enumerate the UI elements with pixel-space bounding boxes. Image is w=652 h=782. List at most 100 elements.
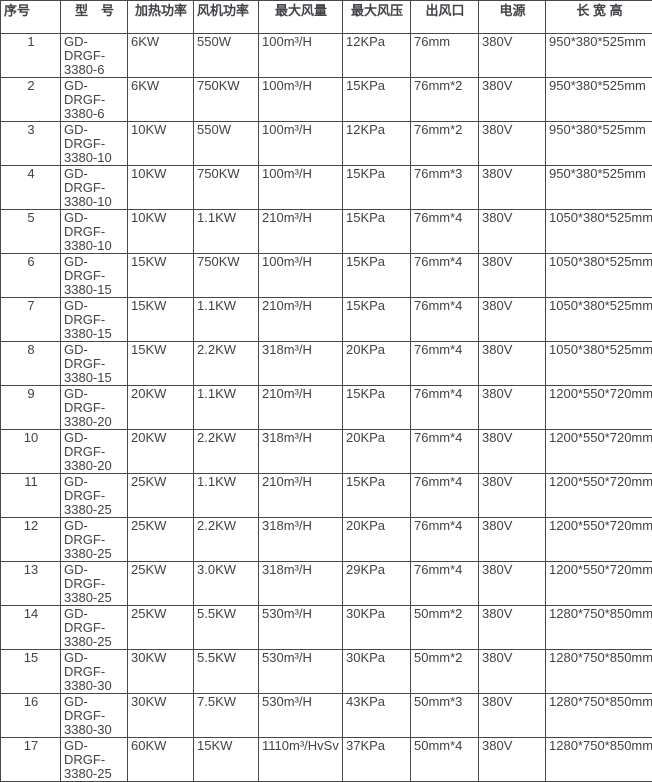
cell-model: GD-DRGF- 3380-15 xyxy=(61,254,128,298)
cell-fan_power: 550W xyxy=(194,34,259,78)
cell-model: GD-DRGF- 3380-10 xyxy=(61,122,128,166)
cell-fan_power: 2.2KW xyxy=(194,518,259,562)
cell-model: GD-DRGF- 3380-25 xyxy=(61,474,128,518)
cell-power_supply: 380V xyxy=(479,650,546,694)
column-header-max_air_pressure: 最大风压 xyxy=(343,1,411,34)
cell-no: 11 xyxy=(1,474,61,518)
cell-air_outlet: 50mm*2 xyxy=(411,650,479,694)
cell-max_air_volume: 530m³/H xyxy=(259,606,343,650)
cell-max_air_volume: 530m³/H xyxy=(259,694,343,738)
cell-dimensions: 950*380*525mm xyxy=(546,166,652,210)
cell-heating_power: 10KW xyxy=(128,210,194,254)
cell-max_air_pressure: 15KPa xyxy=(343,298,411,342)
cell-model: GD-DRGF- 3380-20 xyxy=(61,386,128,430)
cell-model: GD-DRGF- 3380-10 xyxy=(61,166,128,210)
cell-power_supply: 380V xyxy=(479,694,546,738)
cell-power_supply: 380V xyxy=(479,122,546,166)
cell-no: 16 xyxy=(1,694,61,738)
cell-fan_power: 2.2KW xyxy=(194,342,259,386)
cell-dimensions: 1050*380*525mm xyxy=(546,254,652,298)
cell-air_outlet: 76mm*4 xyxy=(411,298,479,342)
cell-model: GD-DRGF- 3380-30 xyxy=(61,694,128,738)
cell-air_outlet: 76mm*2 xyxy=(411,78,479,122)
cell-model: GD-DRGF- 3380-10 xyxy=(61,210,128,254)
cell-max_air_pressure: 20KPa xyxy=(343,342,411,386)
column-header-power_supply: 电源 xyxy=(479,1,546,34)
cell-max_air_volume: 210m³/H xyxy=(259,298,343,342)
cell-dimensions: 1280*750*850mm xyxy=(546,606,652,650)
cell-max_air_volume: 1110m³/HvSv xyxy=(259,738,343,782)
cell-heating_power: 6KW xyxy=(128,34,194,78)
cell-fan_power: 7.5KW xyxy=(194,694,259,738)
cell-fan_power: 3.0KW xyxy=(194,562,259,606)
column-header-fan_power: 风机功率 xyxy=(194,1,259,34)
cell-power_supply: 380V xyxy=(479,342,546,386)
cell-no: 9 xyxy=(1,386,61,430)
cell-no: 7 xyxy=(1,298,61,342)
cell-fan_power: 5.5KW xyxy=(194,606,259,650)
cell-max_air_volume: 100m³/H xyxy=(259,122,343,166)
cell-model: GD-DRGF- 3380-20 xyxy=(61,430,128,474)
cell-max_air_pressure: 30KPa xyxy=(343,650,411,694)
cell-max_air_volume: 318m³/H xyxy=(259,342,343,386)
cell-heating_power: 30KW xyxy=(128,694,194,738)
cell-fan_power: 1.1KW xyxy=(194,298,259,342)
cell-heating_power: 25KW xyxy=(128,474,194,518)
column-header-heating_power: 加热功率 xyxy=(128,1,194,34)
cell-air_outlet: 76mm*4 xyxy=(411,430,479,474)
cell-no: 13 xyxy=(1,562,61,606)
cell-max_air_pressure: 12KPa xyxy=(343,34,411,78)
cell-max_air_pressure: 15KPa xyxy=(343,254,411,298)
cell-power_supply: 380V xyxy=(479,298,546,342)
cell-air_outlet: 76mm*4 xyxy=(411,474,479,518)
cell-max_air_volume: 210m³/H xyxy=(259,474,343,518)
cell-no: 4 xyxy=(1,166,61,210)
cell-no: 2 xyxy=(1,78,61,122)
cell-heating_power: 25KW xyxy=(128,606,194,650)
column-header-dimensions: 长 宽 高 xyxy=(546,1,652,34)
cell-max_air_volume: 318m³/H xyxy=(259,518,343,562)
cell-max_air_pressure: 29KPa xyxy=(343,562,411,606)
cell-air_outlet: 76mm xyxy=(411,34,479,78)
cell-heating_power: 25KW xyxy=(128,562,194,606)
cell-heating_power: 60KW xyxy=(128,738,194,782)
cell-max_air_volume: 100m³/H xyxy=(259,34,343,78)
cell-fan_power: 15KW xyxy=(194,738,259,782)
cell-model: GD-DRGF- 3380-25 xyxy=(61,518,128,562)
cell-power_supply: 380V xyxy=(479,518,546,562)
cell-air_outlet: 76mm*4 xyxy=(411,342,479,386)
cell-no: 1 xyxy=(1,34,61,78)
cell-dimensions: 1280*750*850mm xyxy=(546,694,652,738)
cell-heating_power: 15KW xyxy=(128,342,194,386)
cell-air_outlet: 76mm*2 xyxy=(411,122,479,166)
cell-fan_power: 1.1KW xyxy=(194,474,259,518)
cell-power_supply: 380V xyxy=(479,34,546,78)
cell-max_air_pressure: 20KPa xyxy=(343,518,411,562)
cell-model: GD-DRGF- 3380-30 xyxy=(61,650,128,694)
column-header-air_outlet: 出风口 xyxy=(411,1,479,34)
cell-max_air_pressure: 15KPa xyxy=(343,210,411,254)
cell-heating_power: 20KW xyxy=(128,430,194,474)
cell-max_air_pressure: 30KPa xyxy=(343,606,411,650)
column-header-model: 型 号 xyxy=(61,1,128,34)
cell-power_supply: 380V xyxy=(479,562,546,606)
cell-fan_power: 750KW xyxy=(194,166,259,210)
column-header-max_air_volume: 最大风量 xyxy=(259,1,343,34)
cell-max_air_volume: 210m³/H xyxy=(259,386,343,430)
cell-model: GD-DRGF- 3380-25 xyxy=(61,562,128,606)
cell-model: GD-DRGF- 3380-25 xyxy=(61,606,128,650)
cell-air_outlet: 76mm*4 xyxy=(411,562,479,606)
cell-air_outlet: 76mm*4 xyxy=(411,386,479,430)
cell-model: GD-DRGF- 3380-6 xyxy=(61,78,128,122)
cell-model: GD-DRGF- 3380-25 xyxy=(61,738,128,782)
